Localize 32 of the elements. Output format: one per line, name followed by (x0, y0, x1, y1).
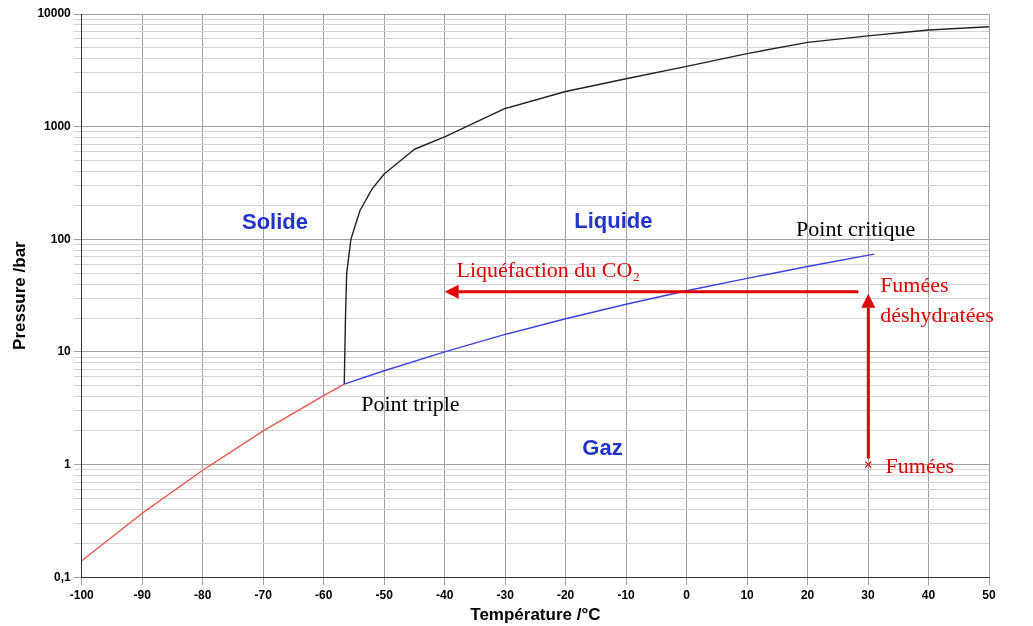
x-tick-label: 0 (683, 587, 691, 602)
x-tick-label: -30 (496, 587, 515, 602)
x-tick-label: -10 (617, 587, 636, 602)
annotation: Liquéfaction du CO₂ (456, 257, 641, 284)
y-tick-label: 0,1 (54, 569, 72, 584)
x-tick-label: -50 (375, 587, 394, 602)
x-axis-title: Température /°C (470, 605, 601, 625)
annotation: Solide (241, 209, 309, 236)
x-tick-label: -90 (133, 587, 152, 602)
y-axis-title: Pressure /bar (9, 240, 29, 350)
y-tick-label: 100 (50, 231, 72, 246)
x-tick-label: 30 (861, 587, 876, 602)
y-tick-label: 1 (64, 456, 72, 471)
x-tick-label: -100 (69, 587, 95, 602)
x-tick-label: -60 (315, 587, 333, 602)
y-tick-label: 10 (57, 344, 72, 359)
annotation: Point critique (796, 216, 916, 243)
x-tick-label: -70 (254, 587, 273, 602)
x-tick-label: 20 (800, 587, 815, 602)
x-tick-label: -40 (435, 587, 454, 602)
annotation: Fumées déshydratées (880, 271, 995, 330)
x-tick-label: -20 (556, 587, 575, 602)
annotation: Liquide (574, 207, 653, 234)
x-tick-label: 40 (921, 587, 936, 602)
x-tick-label: 50 (982, 587, 996, 602)
y-tick-label: 1000 (44, 118, 72, 133)
annotation: Gaz (582, 434, 623, 461)
x-tick-label: -80 (194, 587, 212, 602)
y-tick-label: 10000 (37, 6, 72, 21)
annotation: Fumées (885, 452, 955, 479)
x-tick-label: 10 (740, 587, 755, 602)
annotation: Point triple (361, 391, 460, 418)
